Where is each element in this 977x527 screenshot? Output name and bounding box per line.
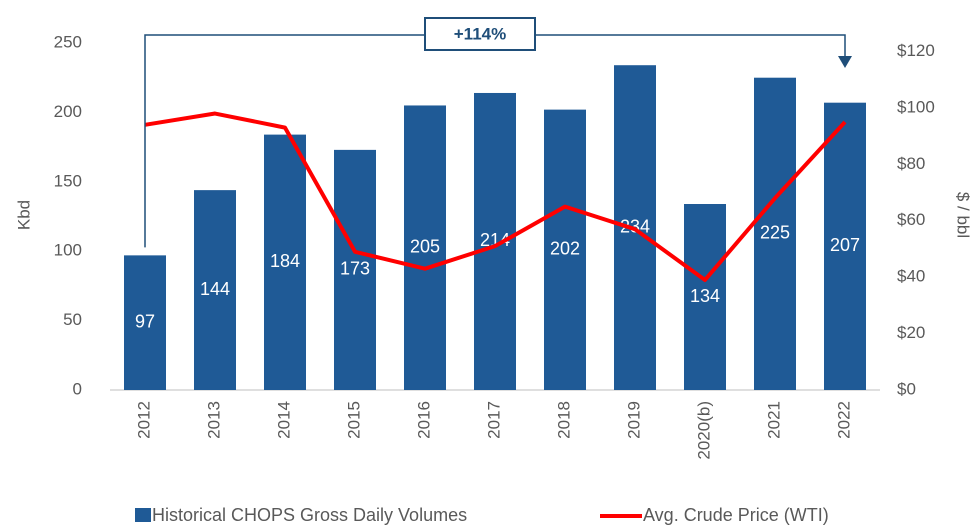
x-tick-label: 2016 [414,401,433,439]
data-label: 205 [410,236,440,256]
y2-tick-label: $0 [897,379,916,398]
x-tick-label: 2015 [344,401,363,439]
x-tick-label: 2020(b) [694,401,713,460]
x-tick-label: 2014 [274,401,293,439]
y2-tick-label: $100 [897,97,935,116]
y-tick-label: 100 [54,241,82,260]
y-tick-label: 0 [73,379,82,398]
data-label: 173 [340,259,370,279]
bar [684,204,726,390]
annotation-box [424,17,536,51]
legend-swatch [135,508,151,522]
data-label: 225 [760,223,790,243]
x-tick-label: 2013 [204,401,223,439]
data-label: 144 [200,279,230,299]
bar [754,77,796,390]
bar [264,134,306,390]
y2-axis-label: $ / bbl [954,192,973,238]
bar [544,109,586,391]
annotation-arrow [838,56,852,68]
y2-tick-label: $80 [897,154,925,173]
y-tick-label: 150 [54,171,82,190]
line [144,111,847,282]
y2-tick-label: $20 [897,323,925,342]
y2-tick-label: $40 [897,267,925,286]
x-tick-label: 2021 [764,401,783,439]
annotation: +114% [454,24,506,43]
bar [474,92,516,390]
y-axis-label: Kbd [14,200,33,230]
bar [124,255,166,390]
bar [824,102,866,391]
data-label: 214 [480,230,510,250]
legend-label: Historical CHOPS Gross Daily Volumes [152,505,467,525]
x-tick-label: 2012 [134,401,153,439]
x-tick-label: 2022 [834,401,853,439]
data-label: 202 [550,239,580,259]
bar [334,149,376,390]
data-label: 207 [830,235,860,255]
x-tick-label: 2018 [554,401,573,439]
y2-tick-label: $120 [897,41,935,60]
data-label: 184 [270,251,300,271]
legend-label: Avg. Crude Price (WTI) [643,505,829,525]
bar [194,190,236,390]
y2-tick-label: $60 [897,210,925,229]
x-tick-label: 2019 [624,401,643,439]
y-tick-label: 50 [63,310,82,329]
data-label: 97 [135,311,155,331]
data-label: 234 [620,216,650,236]
y-tick-label: 200 [54,102,82,121]
data-label: 134 [690,286,720,306]
x-tick-label: 2017 [484,401,503,439]
y-tick-label: 250 [54,32,82,51]
bar [404,105,446,391]
